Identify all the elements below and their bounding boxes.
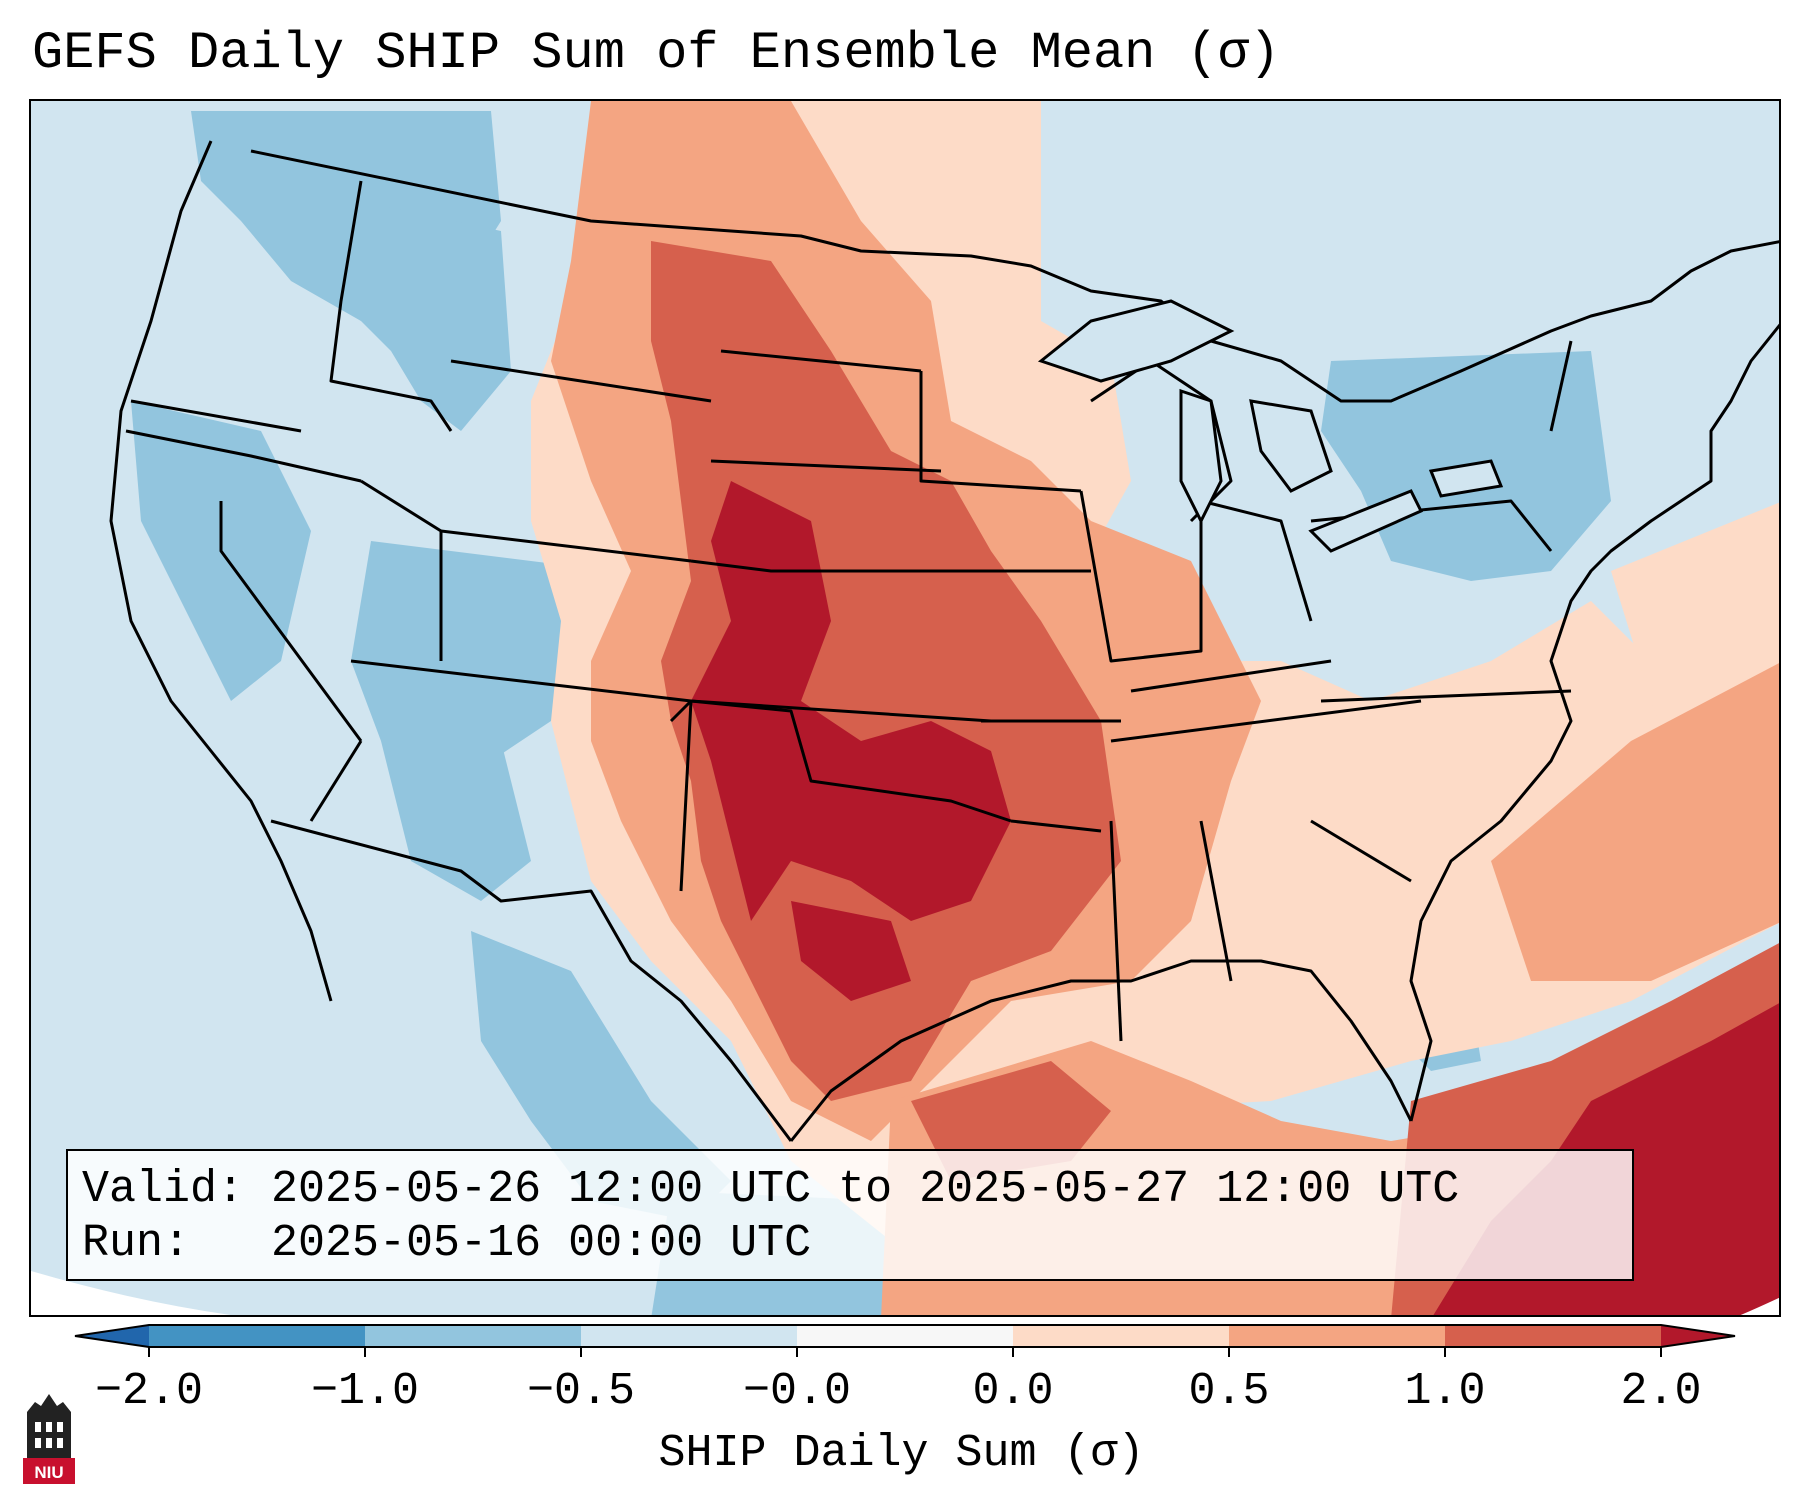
colorbar-bin: [149, 1325, 365, 1347]
state-nd-sd: [720, 349, 922, 373]
state-mn-ia: [919, 371, 1082, 493]
colorbar-bin: [1229, 1325, 1445, 1347]
lake-erie: [1308, 489, 1424, 553]
state-il-in: [1079, 490, 1203, 663]
colorbar-bin: [1445, 1325, 1661, 1347]
state-al-ga: [1199, 820, 1233, 982]
out-of-domain-corner: [31, 1271, 231, 1315]
colorbar-bin: [797, 1325, 1013, 1347]
gulf-coastline: [789, 959, 1413, 1142]
state-ny-vt: [1549, 340, 1573, 432]
neg-region-arizona: [381, 741, 531, 901]
state-nv-ca: [219, 501, 363, 742]
pos-extreme-kansas-oklahoma: [691, 481, 1011, 921]
state-tn: [1110, 699, 1422, 743]
state-sc-ga: [1310, 819, 1412, 883]
colorbar-tick-label: −1.0: [310, 1366, 420, 1417]
state-or-ca-nv: [125, 429, 362, 483]
state-va-nc: [1320, 689, 1572, 703]
east-coastline: [1409, 323, 1779, 1122]
colorbar-label: SHIP Daily Sum (σ): [658, 1428, 1145, 1479]
lake-ontario: [1428, 459, 1504, 498]
state-id-mt: [329, 180, 453, 432]
neg-region-mexico-west: [471, 931, 731, 1221]
state-ne-ks: [690, 559, 971, 573]
state-mt-wy: [450, 359, 712, 403]
state-az-ca: [309, 740, 363, 822]
west-coastline: [109, 140, 333, 1002]
logo-banner: [23, 1458, 75, 1484]
out-of-domain-corner-right: [1740, 1297, 1779, 1315]
state-ok-tx: [669, 699, 1012, 823]
colorbar: [74, 1324, 1736, 1357]
canada-us-border: [250, 149, 1779, 403]
state-ks-ok: [690, 699, 992, 723]
colorbar-tick-label: −2.0: [94, 1366, 204, 1417]
state-wa-or: [130, 399, 302, 433]
lake-superior: [1037, 299, 1235, 383]
pos-mod-atlantic: [1491, 663, 1779, 981]
neg-region-idaho: [351, 201, 511, 431]
state-ms-al: [1109, 820, 1123, 1042]
valid-time-text: Valid: 2025-05-26 12:00 UTC to 2025-05-2…: [82, 1164, 1460, 1215]
state-wy-co: [440, 529, 692, 563]
pos-extreme-texas-spot: [791, 901, 911, 1001]
us-mexico-border: [270, 819, 793, 1142]
colorbar-tick-label: −0.5: [526, 1366, 636, 1417]
political-borders: [109, 140, 1779, 1142]
colorbar-tick-label: 0.0: [972, 1366, 1054, 1417]
niu-logo: NIU: [23, 1394, 75, 1484]
state-ky: [1130, 659, 1332, 693]
state-ar-la: [1010, 819, 1102, 833]
colorbar-bin: [365, 1325, 581, 1347]
logo-windows: [35, 1422, 63, 1448]
map-canvas: [31, 101, 1779, 1315]
lake-huron: [1249, 399, 1333, 493]
state-ut: [360, 479, 443, 661]
map-panel: [29, 99, 1781, 1317]
colorbar-tick-label: 0.5: [1188, 1366, 1270, 1417]
colorbar-tick-label: 1.0: [1404, 1366, 1486, 1417]
valid-run-info-box: Valid: 2025-05-26 12:00 UTC to 2025-05-2…: [66, 1149, 1634, 1281]
colorbar-extend-high: [1661, 1325, 1735, 1347]
lake-michigan: [1179, 388, 1223, 525]
state-sd-ne: [710, 459, 942, 473]
colorbar-bin: [1013, 1325, 1229, 1347]
run-time-text: Run: 2025-05-16 00:00 UTC: [82, 1218, 812, 1269]
colorbar-tick-label: −0.0: [742, 1366, 852, 1417]
colorbar-tick-label: 2.0: [1620, 1366, 1702, 1417]
great-lakes: [1037, 299, 1504, 553]
colorbar-extend-low: [75, 1325, 149, 1347]
chart-title: GEFS Daily SHIP Sum of Ensemble Mean (σ): [32, 24, 1281, 83]
state-oh: [1200, 499, 1313, 622]
colorbar-bin: [581, 1325, 797, 1347]
logo-text: NIU: [34, 1463, 63, 1482]
